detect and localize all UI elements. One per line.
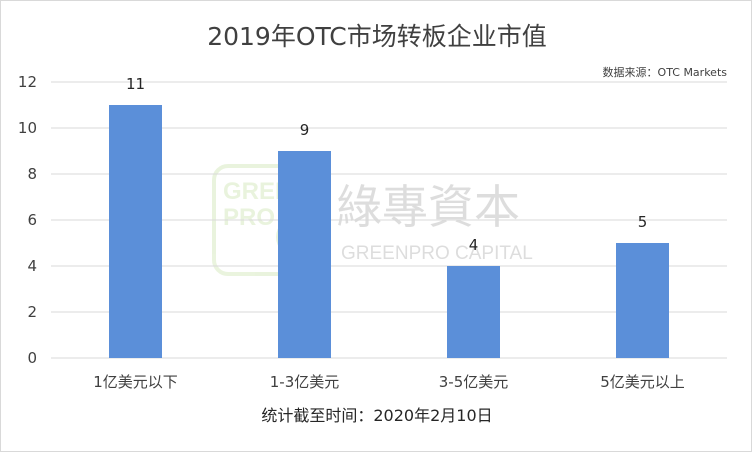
x-tick-label: 3-5亿美元 [439,373,509,391]
data-label: 4 [469,236,479,254]
watermark-brand-cn: 綠專資本 [336,180,520,234]
bar [109,105,162,358]
y-tick-label: 2 [27,303,37,321]
chart-title: 2019年OTC市场转板企业市值 [207,22,547,51]
watermark-brand-en: GREENPRO CAPITAL [341,243,533,264]
data-label: 9 [300,121,310,139]
watermark-logo-line2: PRO [223,204,275,231]
bar [447,266,500,358]
bar [278,151,331,358]
y-tick-label: 8 [27,165,37,183]
data-label: 5 [638,213,648,231]
y-tick-label: 4 [27,257,37,275]
bar [616,243,669,358]
data-label: 11 [126,75,145,93]
y-tick-label: 6 [27,211,37,229]
x-tick-label: 1-3亿美元 [270,373,340,391]
y-tick-label: 12 [18,73,37,91]
y-tick-label: 10 [18,119,37,137]
footnote: 统计截至时间：2020年2月10日 [261,406,493,425]
x-tick-label: 5亿美元以上 [600,373,685,391]
y-tick-label: 0 [27,349,37,367]
x-tick-label: 1亿美元以下 [93,373,178,391]
source-note: 数据来源：OTC Markets [602,66,727,79]
